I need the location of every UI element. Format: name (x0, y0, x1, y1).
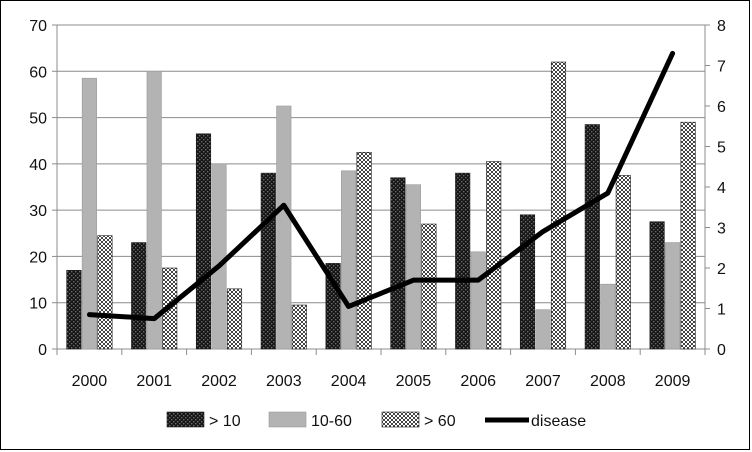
y-tick-label-right: 6 (717, 99, 726, 116)
y-tick-label-left: 0 (38, 342, 47, 359)
bar-1060-2004 (341, 170, 357, 350)
bars (66, 61, 696, 350)
bar-1060-2001 (146, 70, 162, 350)
bar-10-2008 (584, 124, 600, 350)
bar-10-2005 (390, 177, 406, 350)
y-tick-label-right: 1 (717, 302, 726, 319)
x-tick-label: 2007 (525, 373, 561, 390)
bar-60-2007 (550, 61, 567, 350)
y-tick-label-left: 30 (29, 203, 47, 220)
disease-line-layer (86, 50, 676, 322)
y-tick-label-left: 70 (29, 18, 47, 35)
bar-1060-2000 (81, 77, 97, 350)
x-tick-label: 2004 (331, 373, 367, 390)
bar-60-2006 (486, 161, 502, 350)
x-tick-label: 2000 (72, 373, 108, 390)
bar-60-2002 (226, 288, 243, 350)
legend-swatch-10 (166, 411, 205, 428)
bar-10-2007 (519, 214, 536, 350)
y-tick-label-left: 20 (29, 249, 47, 266)
bar-1060-2005 (405, 184, 421, 350)
legend-label-disease: disease (531, 413, 586, 430)
x-tick-label: 2008 (590, 373, 626, 390)
bar-10-2006 (455, 172, 471, 350)
legend: > 10 10-60 > 60 disease (166, 411, 586, 430)
y-tick-label-right: 7 (717, 59, 726, 76)
x-tick-label: 2006 (460, 373, 496, 390)
gridlines (57, 24, 705, 304)
tick-labels: 0 10 20 30 40 50 60 70 0 1 2 3 4 5 6 7 8 2000 2001 2002 2003… (29, 18, 726, 390)
y-tick-label-left: 10 (29, 296, 47, 313)
bar-1060-2006 (470, 251, 486, 350)
bar-10-2000 (66, 270, 82, 350)
y-tick-label-left: 50 (29, 111, 47, 128)
y-tick-label-right: 4 (717, 180, 726, 197)
bar-60-2000 (97, 235, 113, 350)
legend-label-60: > 60 (424, 413, 456, 430)
bar-10-2003 (260, 172, 276, 350)
bar-60-2009 (680, 121, 696, 350)
bar-1060-2002 (211, 163, 227, 350)
y-tick-label-right: 2 (717, 261, 726, 278)
x-tick-label: 2009 (655, 373, 691, 390)
y-tick-label-right: 3 (717, 221, 726, 238)
y-tick-label-left: 40 (29, 157, 47, 174)
disease-line (86, 50, 676, 322)
x-tick-label: 2001 (136, 373, 172, 390)
bar-10-2002 (195, 133, 212, 350)
y-tick-label-right: 5 (717, 140, 726, 157)
bar-60-2008 (615, 175, 631, 350)
bar-1060-2009 (665, 242, 681, 350)
x-tick-label: 2002 (201, 373, 237, 390)
bar-1060-2003 (276, 105, 292, 350)
bar-60-2004 (356, 151, 372, 350)
bar-10-2001 (131, 242, 147, 350)
y-tick-label-left: 60 (29, 64, 47, 81)
bar-60-2003 (291, 304, 307, 350)
bar-10-2009 (649, 221, 665, 350)
bar-1060-2007 (535, 309, 551, 350)
y-tick-label-right: 8 (717, 18, 726, 35)
legend-swatch-1060 (268, 411, 307, 428)
bar-1060-2008 (600, 283, 616, 350)
legend-swatch-60 (381, 411, 420, 428)
x-tick-label: 2005 (396, 373, 432, 390)
y-tick-label-right: 0 (717, 342, 726, 359)
legend-label-1060: 10-60 (311, 413, 352, 430)
x-tick-label: 2003 (266, 373, 302, 390)
legend-label-10: > 10 (209, 413, 241, 430)
bar-60-2005 (421, 223, 437, 350)
